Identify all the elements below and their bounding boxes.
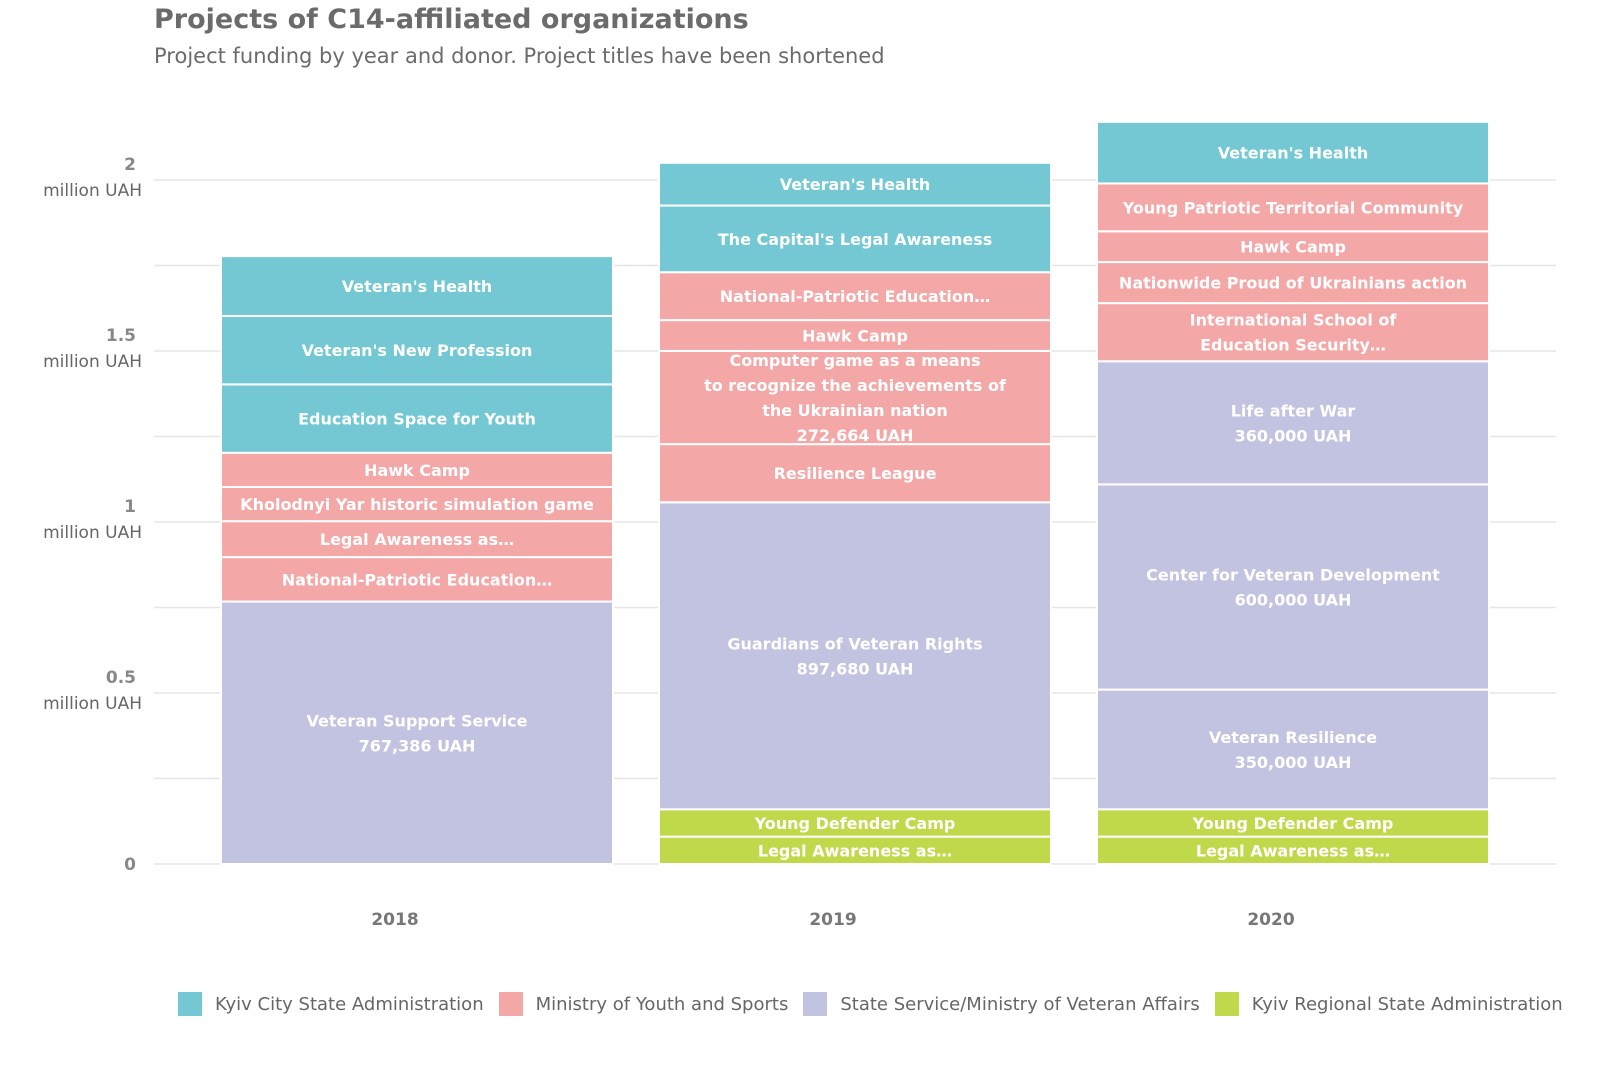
segment-label: The Capital's Legal Awareness [718, 230, 992, 249]
legend-label: Kyiv City State Administration [215, 993, 484, 1015]
segment-label: Guardians of Veteran Rights [727, 634, 982, 653]
segment-label: Young Patriotic Territorial Community [1122, 198, 1464, 217]
segment-label: Young Defender Camp [1192, 814, 1394, 833]
segment-label: Hawk Camp [1240, 238, 1346, 257]
bar-segment[interactable] [1096, 483, 1490, 691]
segment-label: Computer game as a means [729, 351, 980, 370]
x-tick-label: 2018 [371, 910, 418, 930]
bars: Veteran Support Service 767,386 UAH Nation… [220, 120, 1490, 866]
y-tick-unit: million UAH [43, 694, 142, 714]
bar-segment[interactable] [1096, 360, 1490, 486]
legend-label: Ministry of Youth and Sports [535, 993, 789, 1015]
y-axis: 0 0.5 million UAH 1 million UAH 1.5 million UA… [43, 155, 142, 875]
x-tick-label: 2019 [809, 910, 856, 930]
segment-label: Center for Veteran Development [1146, 565, 1440, 584]
segment-label: Veteran's Health [780, 175, 931, 194]
legend-item-ministry-youth[interactable]: Ministry of Youth and Sports [498, 992, 789, 1016]
y-tick-label: 0.5 [106, 668, 136, 688]
segment-label: Veteran's Health [342, 277, 493, 296]
segment-label: Veteran's Health [1218, 144, 1369, 163]
bar-segment[interactable] [220, 255, 614, 317]
bar-segment[interactable] [1096, 261, 1490, 305]
x-axis: 2018 2019 2020 [371, 910, 1294, 930]
segment-label: Legal Awareness as… [1196, 841, 1390, 860]
bar-segment[interactable] [1096, 835, 1490, 866]
segment-label: Legal Awareness as… [320, 530, 514, 549]
legend-swatch [1214, 992, 1239, 1016]
bar-segment[interactable] [658, 835, 1052, 866]
segment-label: Education Space for Youth [298, 410, 536, 429]
segment-label: 897,680 UAH [797, 659, 914, 678]
segment-label: Veteran's New Profession [302, 341, 533, 360]
y-tick-label: 1.5 [106, 326, 136, 346]
y-tick-unit: million UAH [43, 181, 142, 201]
bar-segment[interactable] [220, 383, 614, 454]
bar-segment[interactable] [658, 161, 1052, 207]
bar-segment[interactable] [220, 314, 614, 386]
bar-segment[interactable] [220, 600, 614, 866]
bar-segment[interactable] [1096, 230, 1490, 264]
bar-segment[interactable] [658, 349, 1052, 446]
bar-segment[interactable] [1096, 302, 1490, 363]
y-tick-label: 2 [124, 155, 136, 175]
segment-label: Nationwide Proud of Ukrainians action [1119, 274, 1467, 293]
bar-segment[interactable] [220, 451, 614, 488]
bar-segment[interactable] [1096, 688, 1490, 811]
segment-label: 360,000 UAH [1235, 426, 1352, 445]
bar-segment[interactable] [658, 501, 1052, 811]
bar-stack-2018: Veteran Support Service 767,386 UAH Nation… [220, 255, 614, 866]
y-tick-unit: million UAH [43, 523, 142, 543]
bar-segment[interactable] [1096, 120, 1490, 185]
bar-segment[interactable] [1096, 182, 1490, 233]
legend-item-veteran-affairs[interactable]: State Service/Ministry of Veteran Affair… [803, 992, 1200, 1016]
legend-label: State Service/Ministry of Veteran Affair… [840, 993, 1200, 1015]
y-tick-unit: million UAH [43, 352, 142, 372]
bar-segment[interactable] [658, 271, 1052, 322]
bar-segment[interactable] [220, 485, 614, 523]
bar-segment[interactable] [220, 556, 614, 603]
chart-subtitle: Project funding by year and donor. Proje… [154, 44, 885, 68]
legend: Kyiv City State Administration Ministry o… [178, 992, 1578, 1016]
segment-label: 600,000 UAH [1235, 590, 1352, 609]
segment-label: 350,000 UAH [1235, 753, 1352, 772]
bar-stack-2020: Legal Awareness as… Young Defender Camp Ve… [1096, 120, 1490, 866]
bar-stack-2019: Legal Awareness as… Young Defender Camp Gu… [658, 161, 1052, 866]
segment-label: 767,386 UAH [359, 736, 476, 755]
legend-item-kyiv-regional[interactable]: Kyiv Regional State Administration [1214, 992, 1563, 1016]
segment-label: Life after War [1231, 401, 1356, 420]
segment-label: International School of [1190, 311, 1398, 330]
legend-swatch [178, 992, 202, 1016]
bar-segment[interactable] [658, 443, 1052, 504]
segment-label: Kholodnyi Yar historic simulation game [240, 495, 594, 514]
legend-swatch [803, 992, 828, 1016]
legend-item-kyiv-city[interactable]: Kyiv City State Administration [178, 992, 484, 1016]
segment-label: 272,664 UAH [797, 426, 914, 445]
x-tick-label: 2020 [1247, 910, 1294, 930]
segment-label: National-Patriotic Education… [282, 570, 553, 589]
segment-label: Hawk Camp [802, 326, 908, 345]
legend-label: Kyiv Regional State Administration [1251, 993, 1563, 1015]
chart-title: Projects of C14-affiliated organizations [154, 4, 749, 35]
y-tick-label: 0 [124, 855, 136, 875]
bar-segment[interactable] [658, 204, 1052, 274]
segment-label: National-Patriotic Education… [720, 287, 991, 306]
segment-label: Resilience League [774, 464, 937, 483]
bar-segment[interactable] [658, 319, 1052, 352]
segment-label: Young Defender Camp [754, 814, 956, 833]
legend-swatch [498, 992, 523, 1016]
y-tick-label: 1 [124, 497, 136, 517]
segment-label: Veteran Support Service [307, 711, 528, 730]
segment-label: Veteran Resilience [1209, 728, 1377, 747]
segment-label: Education Security… [1200, 336, 1386, 355]
segment-label: Legal Awareness as… [758, 841, 952, 860]
segment-label: to recognize the achievements of [704, 376, 1007, 395]
segment-label: the Ukrainian nation [762, 401, 948, 420]
segment-label: Hawk Camp [364, 461, 470, 480]
